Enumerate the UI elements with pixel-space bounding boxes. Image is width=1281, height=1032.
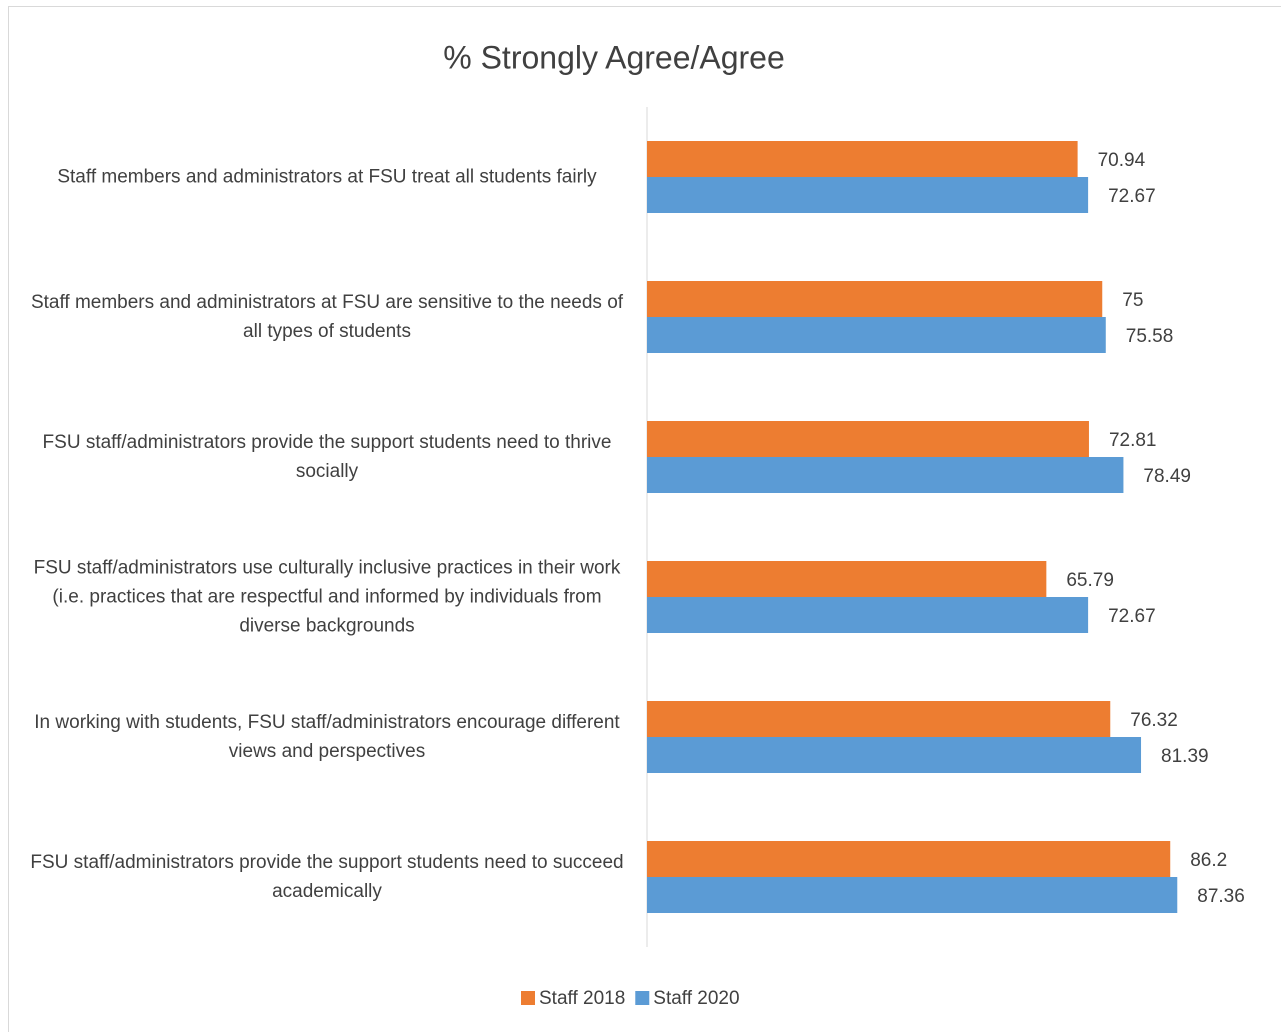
bar (647, 737, 1142, 773)
value-label: 65.79 (1066, 570, 1114, 591)
value-label: 78.49 (1143, 466, 1191, 487)
value-label: 81.39 (1161, 746, 1209, 767)
bar (647, 421, 1089, 457)
category-label: Staff members and administrators at FSU … (30, 292, 624, 342)
chart-title: % Strongly Agree/Agree (443, 39, 785, 75)
value-label: 72.81 (1109, 430, 1157, 451)
bar (647, 177, 1089, 213)
bar (647, 317, 1106, 353)
legend-swatch (635, 991, 650, 1005)
value-label: 87.36 (1197, 886, 1245, 907)
value-label: 70.94 (1098, 150, 1146, 171)
category-label: FSU staff/administrators provide the sup… (42, 432, 612, 482)
bar (647, 841, 1171, 877)
value-label: 75 (1122, 290, 1143, 311)
bar (647, 561, 1047, 597)
bar (647, 877, 1178, 913)
value-label: 76.32 (1130, 710, 1178, 731)
value-label: 75.58 (1126, 326, 1174, 347)
bar (647, 141, 1078, 177)
bar (647, 597, 1089, 633)
legend-label: Staff 2020 (653, 988, 739, 1009)
value-label: 72.67 (1108, 606, 1156, 627)
value-label: 72.67 (1108, 186, 1156, 207)
bar (647, 457, 1124, 493)
bar (647, 281, 1103, 317)
legend-label: Staff 2018 (539, 988, 625, 1009)
bar (647, 701, 1111, 737)
category-label: FSU staff/administrators use culturally … (33, 557, 621, 637)
category-label: FSU staff/administrators provide the sup… (30, 852, 624, 902)
category-label: In working with students, FSU staff/admi… (34, 712, 620, 762)
category-label: Staff members and administrators at FSU … (57, 166, 597, 188)
legend-swatch (521, 991, 535, 1005)
value-label: 86.2 (1190, 850, 1227, 871)
